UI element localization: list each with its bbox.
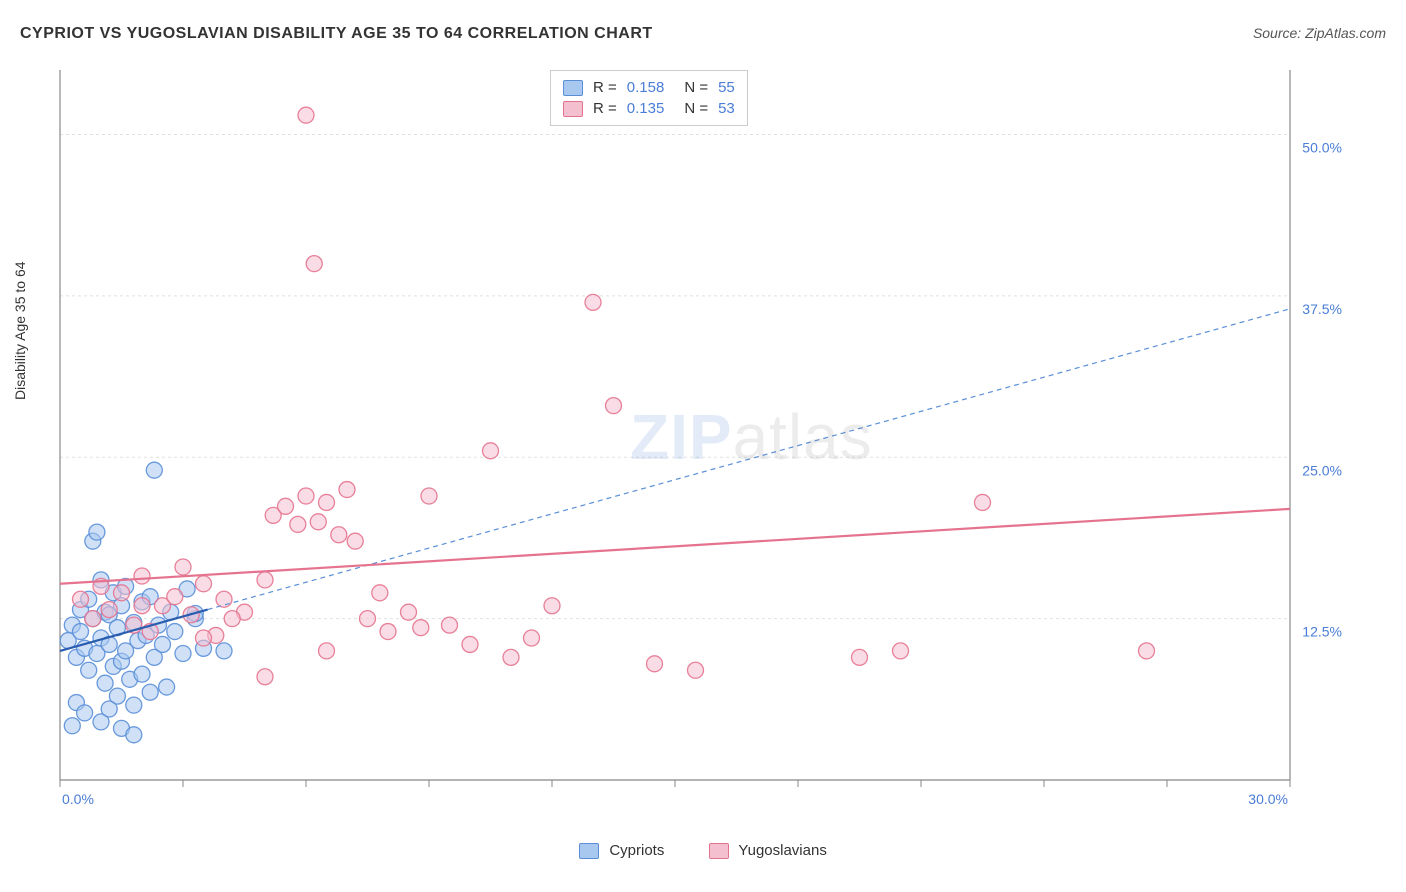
series-legend: Cypriots Yugoslavians: [0, 842, 1406, 859]
legend-label-N: N =: [684, 79, 708, 96]
y-axis-label: Disability Age 35 to 64: [12, 261, 28, 400]
source-attribution: Source: ZipAtlas.com: [1253, 25, 1386, 41]
source-prefix: Source:: [1253, 25, 1305, 41]
source-name: ZipAtlas.com: [1305, 25, 1386, 41]
legend-value-R: 0.135: [627, 100, 665, 117]
chart-plot-area: 12.5% 25.0% 37.5% 50.0% 0.0% 30.0%: [50, 60, 1350, 810]
legend-item: Cypriots: [579, 842, 664, 859]
correlation-legend: R = 0.158 N = 55 R = 0.135 N = 53: [550, 70, 748, 126]
legend-swatch-yugoslavians: [709, 843, 729, 859]
legend-label-R: R =: [593, 79, 617, 96]
legend-value-R: 0.158: [627, 79, 665, 96]
correlation-legend-row: R = 0.158 N = 55: [563, 77, 735, 98]
legend-item: Yugoslavians: [709, 842, 827, 859]
legend-label-N: N =: [684, 100, 708, 117]
legend-label: Yugoslavians: [738, 842, 826, 859]
legend-label: Cypriots: [609, 842, 664, 859]
chart-title: CYPRIOT VS YUGOSLAVIAN DISABILITY AGE 35…: [20, 25, 653, 43]
svg-text:37.5%: 37.5%: [1302, 301, 1342, 317]
correlation-legend-row: R = 0.135 N = 53: [563, 98, 735, 119]
page: CYPRIOT VS YUGOSLAVIAN DISABILITY AGE 35…: [0, 0, 1406, 892]
legend-swatch-yugoslavians: [563, 101, 583, 117]
legend-swatch-cypriots: [563, 80, 583, 96]
svg-text:12.5%: 12.5%: [1302, 624, 1342, 640]
svg-text:30.0%: 30.0%: [1248, 791, 1288, 807]
legend-label-R: R =: [593, 100, 617, 117]
svg-text:50.0%: 50.0%: [1302, 140, 1342, 156]
svg-text:0.0%: 0.0%: [62, 791, 94, 807]
legend-swatch-cypriots: [579, 843, 599, 859]
svg-text:25.0%: 25.0%: [1302, 462, 1342, 478]
legend-value-N: 55: [718, 79, 735, 96]
legend-value-N: 53: [718, 100, 735, 117]
scatter-chart-svg: 12.5% 25.0% 37.5% 50.0% 0.0% 30.0%: [50, 60, 1350, 810]
